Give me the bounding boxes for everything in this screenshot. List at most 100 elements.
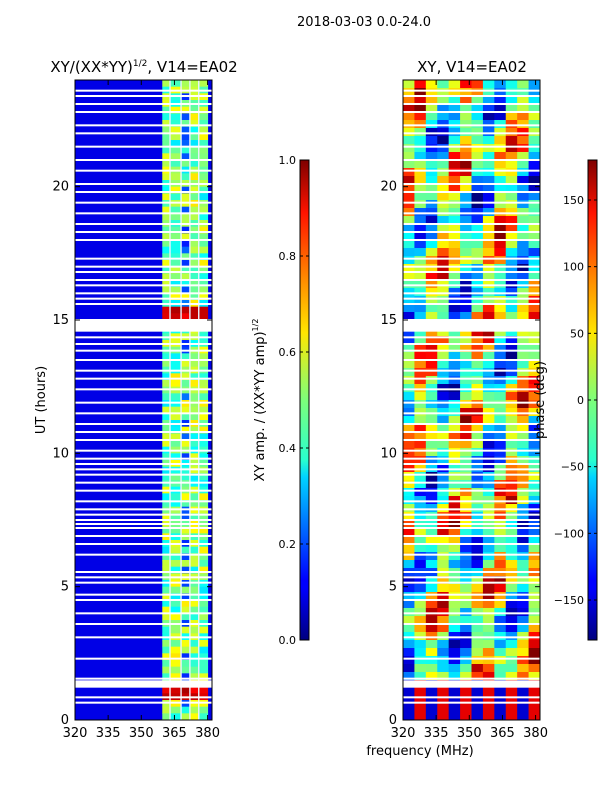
heatmap-phase-cell	[425, 128, 438, 137]
heatmap-phase-cell	[494, 416, 507, 425]
heatmap-phase-cell	[403, 544, 415, 553]
heatmap-phase-cell	[505, 440, 518, 449]
heatmap-amplitude-cell	[170, 586, 182, 594]
heatmap-phase-cell	[425, 304, 438, 313]
heatmap-amplitude-flagged-row	[75, 145, 212, 148]
heatmap-amplitude-cell	[189, 106, 200, 114]
heatmap-phase-cell	[448, 544, 461, 553]
heatmap-phase-cell	[517, 192, 530, 201]
heatmap-amplitude-flagged-gap	[75, 320, 212, 331]
panel-amplitude-ytick-label: 15	[52, 313, 69, 328]
heatmap-phase-cell	[414, 552, 427, 561]
heatmap-amplitude-cell	[181, 253, 191, 261]
heatmap-phase-cell	[448, 688, 461, 697]
panel-amplitude-xtick-label: 365	[162, 726, 187, 741]
heatmap-phase-cell	[448, 600, 461, 609]
heatmap-phase-cell	[403, 512, 415, 521]
colorbar-amplitude-label: XY amp. / (XX*YY amp)1/2	[251, 319, 268, 482]
heatmap-phase-cell	[494, 696, 507, 705]
heatmap-amplitude-flagged-row	[75, 439, 212, 441]
heatmap-amplitude-cell	[181, 286, 191, 294]
heatmap-amplitude-cell	[198, 626, 209, 634]
heatmap-phase-cell	[482, 112, 495, 121]
heatmap-phase-cell	[403, 504, 415, 513]
heatmap-phase-cell	[437, 312, 450, 321]
heatmap-phase-cell	[528, 712, 541, 721]
heatmap-phase-cell	[403, 296, 415, 305]
heatmap-amplitude-flagged-row	[75, 257, 212, 260]
heatmap-amplitude-cell	[198, 126, 209, 134]
heatmap-phase-cell	[403, 600, 415, 609]
heatmap-phase-cell	[437, 704, 450, 713]
heatmap-phase-cell	[505, 216, 518, 225]
heatmap-phase-cell	[528, 488, 541, 497]
heatmap-phase-cell	[505, 496, 518, 505]
heatmap-phase-cell	[482, 576, 495, 585]
heatmap-phase-cell	[425, 368, 438, 377]
panel-phase-ticks: 320 335 350 365 380 0 5 10 15 20	[380, 80, 548, 741]
heatmap-phase-cell	[471, 480, 484, 489]
heatmap-phase-flagged-row	[403, 89, 540, 92]
heatmap-phase-cell	[425, 248, 438, 257]
heatmap-amplitude-cell	[162, 286, 171, 294]
heatmap-phase-cell	[528, 552, 541, 561]
heatmap-amplitude-cell	[189, 713, 200, 721]
heatmap-phase-cell	[471, 472, 484, 481]
heatmap-phase-flagged-row	[403, 401, 540, 404]
heatmap-phase-cell	[403, 192, 415, 201]
heatmap-phase-cell	[517, 448, 530, 457]
heatmap-amplitude-cell	[162, 246, 171, 254]
heatmap-phase-cell	[505, 296, 518, 305]
heatmap-phase-cell	[425, 392, 438, 401]
heatmap-phase-cell	[403, 632, 415, 641]
heatmap-phase-cell	[505, 416, 518, 425]
heatmap-amplitude-cell	[162, 186, 171, 194]
heatmap-phase-cell	[460, 360, 472, 369]
heatmap-phase-flagged-row	[403, 95, 540, 97]
heatmap-amplitude-flagged-row	[75, 271, 212, 273]
colorbar-phase-tick-label: −150	[554, 594, 584, 607]
heatmap-phase-cell	[528, 656, 541, 665]
heatmap-amplitude-cell	[189, 653, 200, 661]
heatmap-phase-cell	[528, 120, 541, 129]
heatmap-amplitude-cell	[181, 120, 191, 128]
heatmap-amplitude-flagged-row	[75, 319, 212, 321]
heatmap-amplitude-cell	[170, 360, 182, 368]
heatmap-phase-cell	[425, 288, 438, 297]
colorbar-phase-label: phase (deg)	[533, 361, 548, 439]
heatmap-amplitude-cell	[181, 246, 191, 254]
heatmap-phase-cell	[437, 240, 450, 249]
heatmap-phase-cell	[482, 192, 495, 201]
heatmap-phase-cell	[528, 192, 541, 201]
heatmap-phase-cell	[460, 280, 472, 289]
heatmap-phase-cell	[448, 608, 461, 617]
heatmap-phase-cell	[471, 416, 484, 425]
heatmap-phase-cell	[425, 512, 438, 521]
heatmap-phase-cell	[460, 664, 472, 673]
heatmap-phase-cell	[414, 312, 427, 321]
heatmap-phase-flagged-row	[403, 124, 540, 127]
heatmap-amplitude-cell	[162, 306, 171, 314]
heatmap-phase-cell	[505, 200, 518, 209]
colorbar-phase-tick-label: 50	[570, 327, 584, 340]
heatmap-phase-cell	[494, 136, 507, 145]
heatmap-phase-cell	[414, 536, 427, 545]
heatmap-phase-cell	[460, 96, 472, 105]
heatmap-amplitude-cell	[162, 606, 171, 614]
heatmap-amplitude-flagged-row	[75, 369, 212, 372]
heatmap-amplitude-cell	[162, 493, 171, 501]
heatmap-amplitude-cell	[162, 113, 171, 121]
heatmap-phase-cell	[437, 120, 450, 129]
heatmap-phase-cell	[414, 472, 427, 481]
heatmap-phase-cell	[437, 128, 450, 137]
heatmap-phase-cell	[494, 496, 507, 505]
heatmap-phase-cell	[414, 544, 427, 553]
heatmap-phase-cell	[425, 384, 438, 393]
heatmap-phase-cell	[528, 368, 541, 377]
heatmap-phase-flagged-row	[403, 696, 540, 699]
heatmap-phase-cell	[471, 584, 484, 593]
heatmap-phase-cell	[403, 240, 415, 249]
heatmap-amplitude-flagged-row	[75, 279, 212, 281]
heatmap-phase-cell	[528, 616, 541, 625]
